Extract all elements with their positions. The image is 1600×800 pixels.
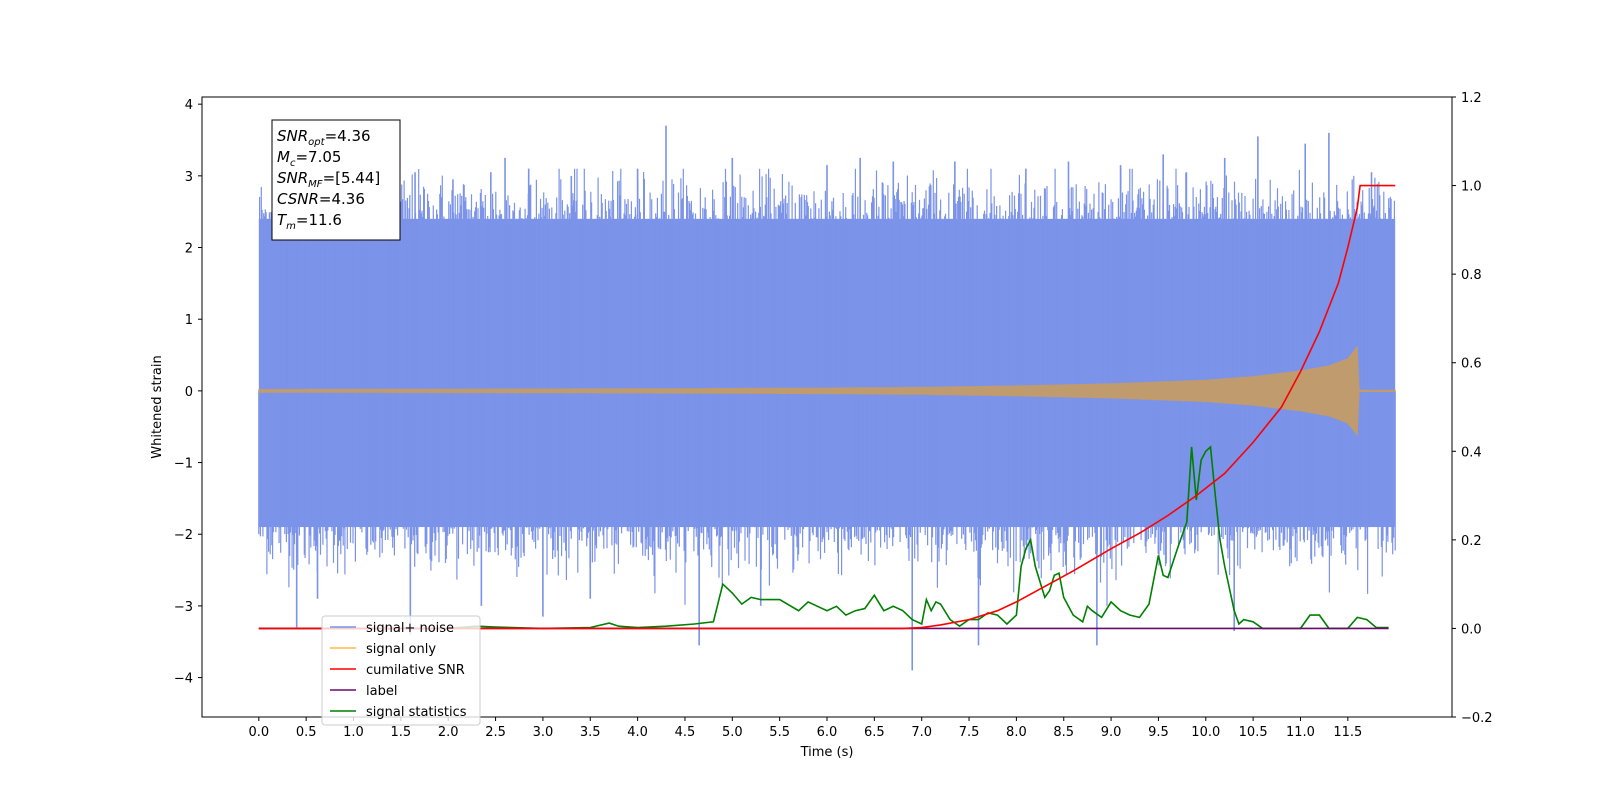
y-right-tick-label: 1.2 — [1461, 91, 1482, 106]
info-box-frame — [271, 119, 401, 241]
info-line: SNRMF=[5.44] — [277, 169, 380, 190]
series-cumulative-snr-line — [258, 184, 1396, 630]
y-left-tick-label: 2 — [185, 242, 193, 257]
x-tick-label: 1.0 — [343, 725, 364, 740]
legend-label: signal only — [366, 642, 436, 657]
x-tick-label: 5.0 — [722, 725, 743, 740]
x-tick-label: 10.0 — [1191, 725, 1220, 740]
y-right-tick-label: 1.0 — [1461, 180, 1482, 195]
y-left-tick-label: 1 — [185, 313, 193, 328]
legend-label: cumilative SNR — [366, 663, 465, 678]
y-right-tick-label: 0.0 — [1461, 622, 1482, 637]
info-line: Tm=11.6 — [277, 211, 342, 232]
x-tick-label: 6.5 — [864, 725, 885, 740]
y-left-tick-label: −4 — [174, 672, 193, 687]
x-tick-label: 3.0 — [533, 725, 554, 740]
x-tick-label: 9.5 — [1148, 725, 1169, 740]
y-right-tick-label: 0.4 — [1461, 445, 1482, 460]
legend-entry: signal+ noise — [330, 621, 454, 636]
x-tick-label: 9.0 — [1101, 725, 1122, 740]
y-left-tick-label: 4 — [185, 98, 193, 113]
y-right-tick-label: 0.8 — [1461, 268, 1482, 283]
x-tick-label: 10.5 — [1239, 725, 1268, 740]
y-left-tick-label: −3 — [174, 600, 193, 615]
legend-label: signal statistics — [366, 705, 467, 720]
x-tick-label: 6.0 — [817, 725, 838, 740]
x-tick-label: 1.5 — [391, 725, 412, 740]
signal-envelope — [258, 345, 1396, 437]
legend-label: signal+ noise — [366, 621, 454, 636]
series-cumulative-snr — [258, 184, 1396, 630]
axes: 0.0 0.5 1.0 1.5 2.0 2.5 3.0 3.5 4.0 4.5 5.0 5.5 6.0 6… — [174, 91, 1493, 740]
legend-entry: cumilative SNR — [330, 663, 465, 678]
x-tick-label: 11.0 — [1286, 725, 1315, 740]
x-tick-label: 4.0 — [627, 725, 648, 740]
x-tick-label: 2.5 — [485, 725, 506, 740]
legend-entry: label — [330, 684, 397, 699]
x-tick-label: 11.5 — [1333, 725, 1362, 740]
legend-frame — [321, 615, 481, 726]
y-right-tick-label: −0.2 — [1461, 711, 1493, 726]
x-tick-label: 0.5 — [296, 725, 317, 740]
legend-label: label — [366, 684, 397, 699]
info-line: SNRopt=4.36 — [277, 127, 371, 148]
series-signal-only — [258, 345, 1396, 437]
x-tick-label: 8.5 — [1053, 725, 1074, 740]
y-left-tick-label: 3 — [185, 170, 193, 185]
x-tick-label: 0.0 — [248, 725, 269, 740]
series-signal-noise — [258, 125, 1396, 671]
x-tick-label: 3.5 — [580, 725, 601, 740]
legend-entry: signal statistics — [330, 705, 467, 720]
legend-entry: signal only — [330, 642, 436, 657]
y-right-tick-label: 0.6 — [1461, 357, 1482, 372]
info-line: CSNR=4.36 — [277, 190, 365, 208]
info-line: Mc=7.05 — [277, 148, 341, 169]
y-right-tick-label: 0.2 — [1461, 534, 1482, 549]
y-left-tick-label: −1 — [174, 457, 193, 472]
x-tick-label: 5.5 — [769, 725, 790, 740]
y-axis-label-left: Whitened strain — [150, 355, 165, 458]
x-tick-label: 7.5 — [959, 725, 980, 740]
x-tick-label: 4.5 — [675, 725, 696, 740]
series-signal-statistics-line — [258, 445, 1389, 630]
series-signal-statistics — [258, 445, 1389, 630]
x-tick-label: 7.0 — [911, 725, 932, 740]
x-tick-label: 8.0 — [1006, 725, 1027, 740]
plot-area — [258, 125, 1396, 671]
legend: signal+ noise signal only cumilative SNR la… — [321, 615, 481, 726]
x-axis-label: Time (s) — [800, 745, 854, 760]
y-left-tick-label: 0 — [185, 385, 193, 400]
y-left-tick-label: −2 — [174, 528, 193, 543]
x-tick-label: 2.0 — [438, 725, 459, 740]
